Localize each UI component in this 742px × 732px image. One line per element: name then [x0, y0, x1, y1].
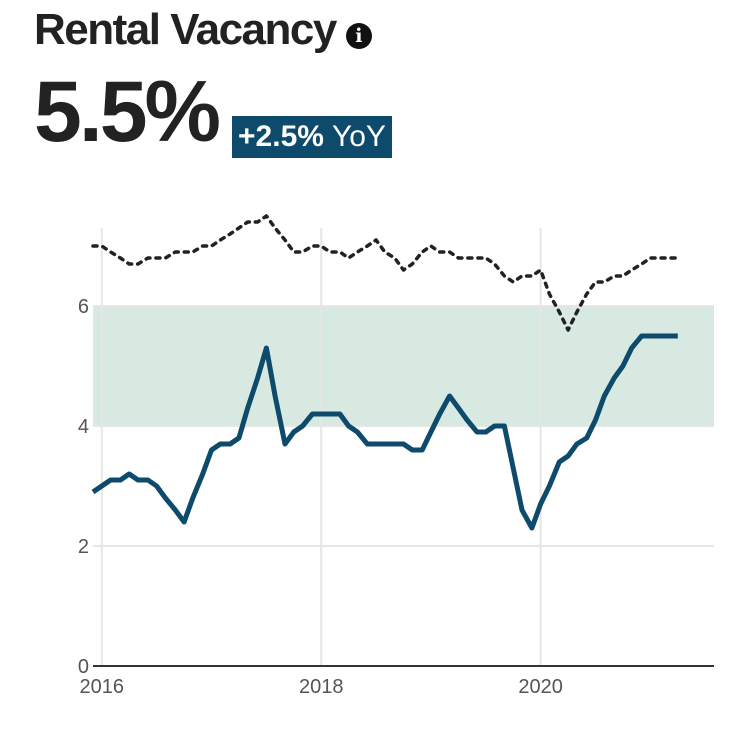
title-row: Rental Vacancy i	[34, 0, 372, 60]
current-value: 5.5%	[34, 64, 221, 160]
x-tick-label: 2016	[80, 676, 125, 698]
vacancy-series-line	[91, 333, 678, 531]
band-layer	[93, 306, 714, 426]
reference-series-line	[91, 214, 680, 332]
series-layer	[91, 214, 680, 531]
change-badge: +2.5% YoY	[232, 116, 392, 158]
x-tick-label: 2018	[299, 676, 344, 698]
axis-layer: 0 2 4 6 2016 2018 2020	[78, 296, 714, 698]
x-tick-label: 2020	[518, 676, 563, 698]
y-tick-label: 6	[78, 296, 89, 318]
grid-layer	[93, 228, 714, 666]
shaded-band	[93, 306, 714, 426]
page-title: Rental Vacancy	[34, 5, 337, 54]
info-icon[interactable]: i	[345, 23, 372, 49]
change-value: +2.5%	[238, 120, 324, 153]
value-row: 5.5% +2.5% YoY	[34, 64, 392, 160]
y-tick-label: 4	[78, 416, 89, 438]
y-tick-label: 0	[78, 656, 89, 678]
y-tick-label: 2	[78, 536, 89, 558]
change-period: YoY	[331, 120, 386, 153]
